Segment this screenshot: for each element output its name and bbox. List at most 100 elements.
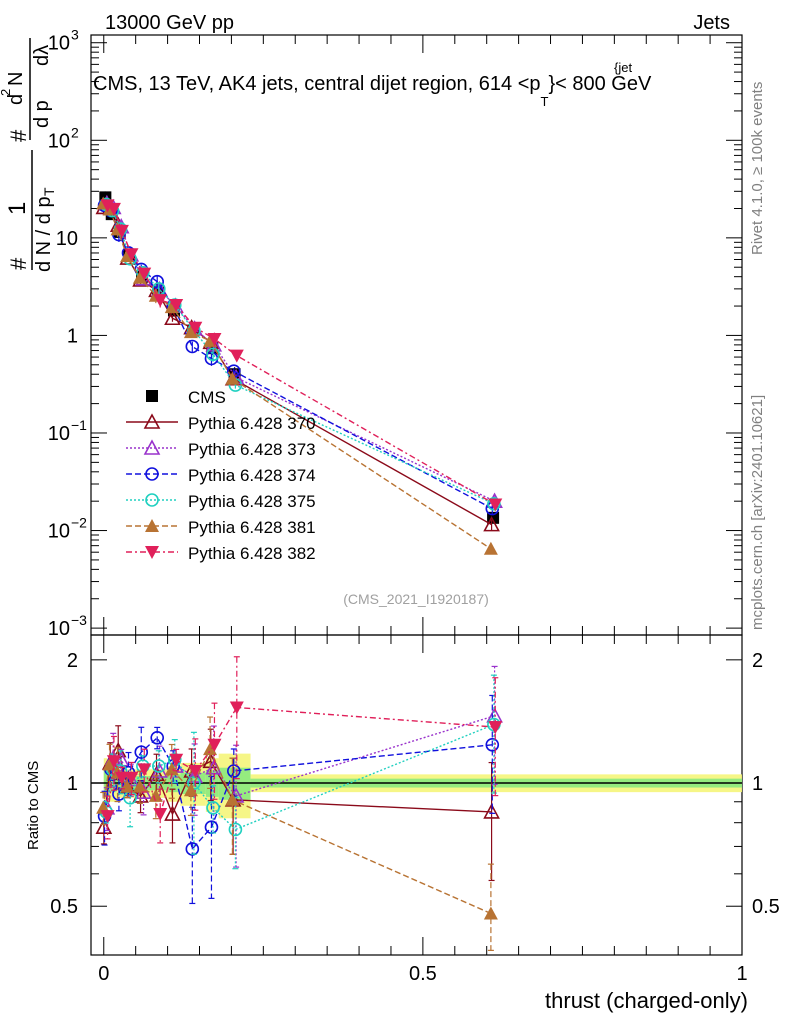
ratio-point [183, 783, 198, 797]
ratio-point [153, 808, 168, 822]
legend-label: Pythia 6.428 370 [188, 414, 316, 433]
legend-label: Pythia 6.428 382 [188, 544, 316, 563]
upper-tick-exponent: 3 [71, 27, 79, 43]
ylabel-upper: # 1 d N / d p T # d 2 N d p dλ [0, 38, 57, 272]
legend-marker [143, 413, 161, 429]
upper-point [169, 299, 184, 313]
ylabel-dN-dpT: d N / d p [33, 196, 55, 272]
mcplots-label: mcplots.cern.ch [arXiv:2401.10621] [749, 395, 766, 630]
legend: CMS Pythia 6.428 370 Pythia 6.428 373 Pythi… [126, 388, 316, 563]
ratio-point [148, 788, 163, 802]
ratio-point [488, 721, 503, 735]
ratio-point [100, 810, 115, 824]
ratio-point [152, 759, 166, 773]
ratio-point [106, 755, 121, 769]
legend-marker [145, 519, 159, 532]
x-ticks: 0 0.5 1 [98, 35, 748, 985]
ratio-point [207, 738, 222, 752]
legend-entry: Pythia 6.428 375 [126, 492, 316, 511]
lower-series-group [95, 656, 503, 951]
upper-point [225, 371, 240, 385]
upper-point [487, 511, 500, 524]
plot-title: CMS, 13 TeV, AK4 jets, central dijet reg… [93, 73, 652, 109]
ylabel-dp: d p [31, 100, 53, 128]
ylabel-d: d [5, 94, 27, 105]
legend-entry: Pythia 6.428 381 [126, 518, 316, 537]
upper-line-5 [102, 202, 492, 550]
ratio-point [137, 763, 152, 777]
upper-point [185, 339, 200, 354]
legend-marker [145, 467, 159, 481]
upper-tick-label: 10 [48, 130, 70, 152]
legend-entry: Pythia 6.428 374 [126, 466, 316, 485]
ratio-point [164, 805, 181, 821]
legend-marker [143, 439, 161, 455]
ratio-point [114, 771, 129, 785]
ylabel-dlambda: dλ [31, 45, 53, 66]
lower-panel-frame [90, 634, 743, 956]
upper-tick-label: 1 [67, 325, 78, 347]
upper-point [100, 199, 115, 213]
ratio-point [102, 757, 117, 771]
legend-marker [146, 390, 158, 402]
x-tick-label: 0.5 [409, 963, 437, 985]
ratio-point [188, 765, 203, 779]
lower-tick-label: 0.5 [50, 896, 78, 918]
upper-tick-exponent: −2 [71, 515, 87, 531]
upper-point [137, 267, 152, 281]
legend-label: Pythia 6.428 374 [188, 466, 316, 485]
legend-entry: Pythia 6.428 373 [126, 439, 316, 459]
upper-point [483, 541, 498, 555]
upper-tick-label: 10 [56, 228, 78, 250]
upper-point [188, 321, 203, 335]
ratio-point [132, 787, 149, 803]
legend-entry: Pythia 6.428 382 [126, 544, 316, 563]
header-process: Jets [693, 12, 730, 34]
ratio-point [483, 803, 500, 819]
ratio-point [132, 779, 147, 793]
ratio-point [124, 771, 139, 785]
upper-tick-exponent: 2 [71, 124, 79, 140]
legend-label: Pythia 6.428 381 [188, 518, 316, 537]
legend-entry: Pythia 6.428 370 [126, 413, 316, 433]
upper-point [114, 224, 129, 238]
ratio-point [169, 753, 184, 767]
lower-tick-label: 2 [67, 650, 78, 672]
upper-line-3 [104, 204, 493, 510]
upper-point [132, 270, 147, 284]
legend-label: CMS [188, 388, 226, 407]
upper-series-group [95, 191, 503, 555]
upper-point [183, 325, 198, 339]
ratio-point [150, 730, 165, 745]
upper-point [487, 497, 501, 511]
upper-point [206, 347, 220, 362]
ratio-point [228, 822, 243, 837]
legend-label: Pythia 6.428 375 [188, 492, 316, 511]
lower-tick-label-right: 2 [752, 650, 763, 672]
upper-point [488, 498, 503, 512]
xlabel: thrust (charged-only) [545, 988, 748, 1013]
ylabel-hash-1: # [6, 257, 31, 270]
ratio-point [485, 738, 500, 752]
ylabel-T-sub: T [41, 187, 57, 196]
plot-title-superscript: {jet [614, 60, 632, 75]
upper-tick-exponent: −3 [71, 612, 87, 628]
upper-tick-label: 10 [48, 521, 70, 543]
upper-tick-label: 10 [48, 33, 70, 55]
ylabel-hash-2: # [6, 129, 31, 142]
ratio-point [206, 800, 220, 815]
upper-point [150, 274, 165, 289]
x-tick-label: 1 [736, 963, 747, 985]
ratio-point [227, 764, 241, 778]
lower-tick-label-right: 0.5 [752, 896, 780, 918]
upper-point [164, 309, 181, 326]
ratio-point [203, 742, 218, 756]
x-tick-label: 0 [98, 963, 109, 985]
upper-point [229, 349, 244, 363]
upper-tick-label: 10 [48, 618, 70, 640]
ratio-point [134, 745, 149, 759]
lower-tick-label-right: 1 [752, 773, 763, 795]
upper-point [207, 332, 222, 346]
